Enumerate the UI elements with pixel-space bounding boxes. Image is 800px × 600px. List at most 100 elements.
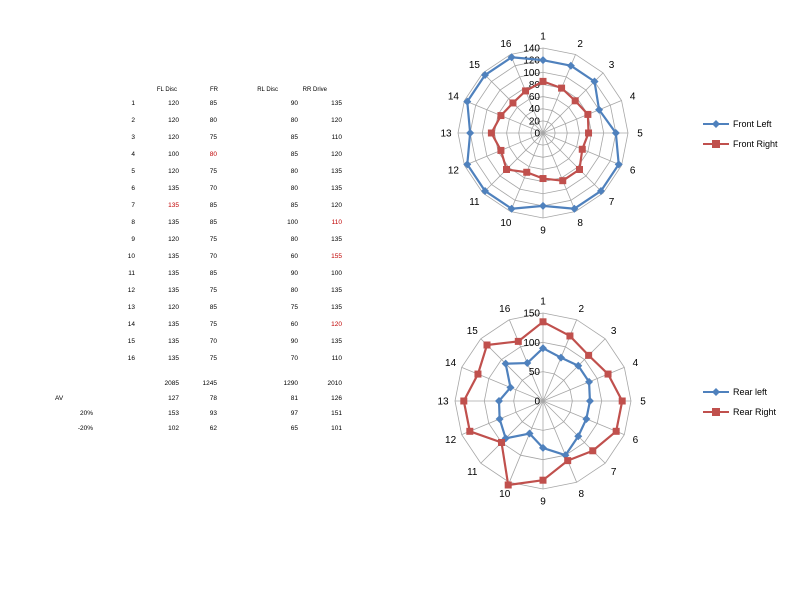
category-label: 7 xyxy=(611,467,617,478)
table-cell: 75 xyxy=(209,355,217,362)
table-cell: 120 xyxy=(331,151,342,158)
table-cell: 135 xyxy=(168,185,179,192)
tick-label: 150 xyxy=(523,309,540,320)
category-label: 14 xyxy=(448,91,460,102)
table-cell: 135 xyxy=(331,100,342,107)
table-cell: 120 xyxy=(168,134,179,141)
data-point xyxy=(523,168,531,176)
table-cell: 75 xyxy=(290,304,298,311)
data-point xyxy=(585,397,594,405)
row-index: 8 xyxy=(131,219,135,226)
tick-label: 100 xyxy=(523,68,540,79)
table-cell: 120 xyxy=(168,117,179,124)
row-index: 12 xyxy=(127,287,135,294)
row-index: 3 xyxy=(131,134,135,141)
row-index: 16 xyxy=(127,355,135,362)
table-cell: 120 xyxy=(168,304,179,311)
data-point xyxy=(575,165,583,173)
data-point xyxy=(539,318,547,326)
plus-label: 20% xyxy=(79,410,93,417)
table-cell: 85 xyxy=(290,134,298,141)
av-cell: 127 xyxy=(168,395,179,402)
table-cell: 120 xyxy=(331,321,342,328)
data-point xyxy=(539,175,547,183)
data-point xyxy=(614,160,623,169)
plus-cell: 97 xyxy=(290,410,298,417)
table-cell: 80 xyxy=(209,117,217,124)
data-point xyxy=(539,77,547,85)
category-label: 7 xyxy=(609,197,615,208)
table-cell: 120 xyxy=(168,168,179,175)
table-cell: 135 xyxy=(168,202,179,209)
category-label: 8 xyxy=(578,489,584,500)
legend-swatch-rear-left xyxy=(703,388,729,396)
data-point xyxy=(466,427,474,435)
table-cell: 100 xyxy=(331,270,342,277)
table-cell: 85 xyxy=(290,151,298,158)
data-point xyxy=(559,177,567,185)
av-cell: 81 xyxy=(290,395,298,402)
data-point xyxy=(618,397,626,405)
plus-cell: 93 xyxy=(209,410,217,417)
data-point xyxy=(596,186,605,195)
data-point xyxy=(463,97,472,106)
spoke xyxy=(542,132,576,212)
row-index: 4 xyxy=(131,151,135,158)
data-table: FL Disc FR RL Disc RR Drive 1 120 85 90 135 2 120 8… xyxy=(0,0,400,432)
row-index: 6 xyxy=(131,185,135,192)
legend-swatch-front-right xyxy=(703,140,729,148)
category-label: 16 xyxy=(500,39,512,50)
category-label: 10 xyxy=(499,489,511,500)
spoke xyxy=(480,338,544,402)
plus-cell: 153 xyxy=(168,410,179,417)
table-cell: 135 xyxy=(331,338,342,345)
minus-cell: 101 xyxy=(331,425,342,432)
table-cell: 75 xyxy=(209,236,217,243)
data-point xyxy=(504,481,512,489)
data-point xyxy=(564,457,572,465)
row-index: 14 xyxy=(127,321,135,328)
table-cell: 100 xyxy=(168,151,179,158)
table-cell: 80 xyxy=(209,151,217,158)
row-index: 9 xyxy=(131,236,135,243)
row-index: 2 xyxy=(131,117,135,124)
row-index: 10 xyxy=(127,253,135,260)
category-label: 14 xyxy=(445,358,457,369)
data-point xyxy=(585,377,594,386)
table-cell: 110 xyxy=(331,219,342,226)
data-point xyxy=(589,447,597,455)
table-cell: 135 xyxy=(168,253,179,260)
table-cell: 70 xyxy=(209,185,217,192)
category-label: 1 xyxy=(540,297,546,308)
table-cell: 120 xyxy=(168,100,179,107)
data-point xyxy=(604,370,612,378)
spoke xyxy=(480,400,544,464)
table-cell: 85 xyxy=(290,202,298,209)
data-point xyxy=(566,332,574,340)
category-label: 11 xyxy=(467,467,478,478)
table-cell: 90 xyxy=(290,270,298,277)
data-point xyxy=(539,344,547,353)
row-index: 1 xyxy=(131,100,135,107)
tick-label: 60 xyxy=(529,92,541,103)
spoke xyxy=(542,132,604,194)
data-point xyxy=(558,84,566,92)
data-point xyxy=(539,476,547,484)
av-label: AV xyxy=(55,395,64,402)
table-cell: 90 xyxy=(290,338,298,345)
tick-label: 50 xyxy=(529,367,541,378)
table-cell: 85 xyxy=(209,100,217,107)
category-label: 9 xyxy=(540,497,546,508)
table-cell: 70 xyxy=(209,338,217,345)
table-cell: 135 xyxy=(168,355,179,362)
data-point xyxy=(498,438,506,446)
data-point xyxy=(525,429,534,438)
table-cell: 135 xyxy=(168,219,179,226)
data-point xyxy=(574,361,583,370)
data-point xyxy=(487,129,495,137)
legend-rear: Rear left Rear Right xyxy=(703,386,798,418)
table-cell: 85 xyxy=(209,270,217,277)
category-label: 12 xyxy=(445,435,457,446)
category-label: 16 xyxy=(499,304,511,315)
